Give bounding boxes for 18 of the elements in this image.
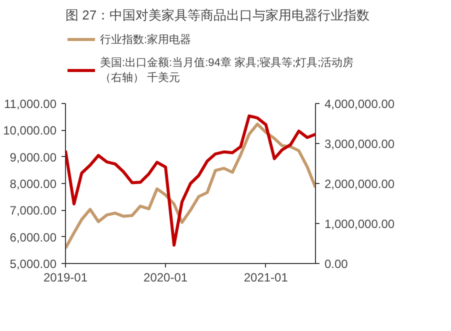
y-tick-label: 8,000.00 bbox=[10, 177, 57, 191]
y-tick-label: 9,000.00 bbox=[10, 150, 57, 164]
y2-tick-label: 4,000,000.00 bbox=[324, 97, 395, 111]
y-tick-label: 10,000.00 bbox=[3, 124, 57, 138]
x-tick-label: 2019-01 bbox=[43, 270, 88, 284]
y-tick-label: 7,000.00 bbox=[10, 204, 57, 218]
y-tick-label: 11,000.00 bbox=[4, 97, 57, 111]
legend-label: 行业指数:家用电器 bbox=[100, 32, 192, 46]
y-tick-label: 6,000.00 bbox=[10, 230, 57, 244]
x-tick-label: 2021-01 bbox=[244, 270, 288, 284]
y2-tick-label: 1,000,000.00 bbox=[324, 217, 395, 231]
chart-title: 图 27：中国对美家具等商品出口与家用电器行业指数 bbox=[66, 8, 370, 22]
y2-tick-label: 2,000,000.00 bbox=[324, 177, 395, 191]
y2-tick-label: 3,000,000.00 bbox=[324, 137, 395, 151]
x-tick-label: 2020-01 bbox=[144, 270, 188, 284]
y2-tick-label: 0.00 bbox=[324, 257, 348, 271]
legend-label: 美国:出口金额:当月值:94章 家具;寝具等;灯具;活动房（右轴） 千美元 bbox=[100, 56, 354, 85]
y-tick-label: 5,000.00 bbox=[10, 257, 57, 271]
